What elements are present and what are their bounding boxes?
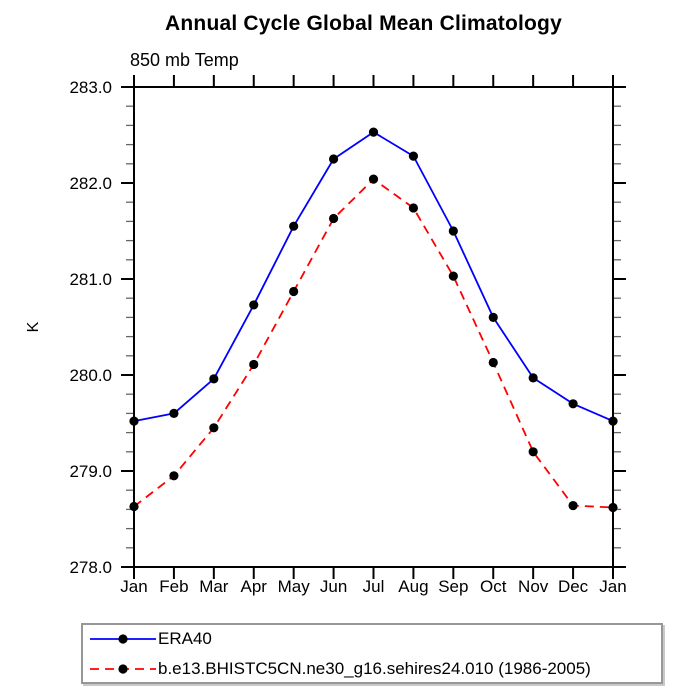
data-point xyxy=(209,374,219,384)
y-tick-label: 282.0 xyxy=(69,174,112,193)
x-tick-label: Apr xyxy=(241,577,268,596)
legend-marker-dot xyxy=(118,663,128,674)
data-point xyxy=(289,221,299,231)
data-point xyxy=(209,423,219,433)
data-point xyxy=(368,174,379,184)
data-point xyxy=(528,373,538,383)
legend-sample-solid-blue-line xyxy=(90,633,156,644)
data-point xyxy=(289,286,299,297)
data-point xyxy=(249,300,259,310)
legend-item-era40: ERA40 xyxy=(83,626,661,652)
y-tick-label: 283.0 xyxy=(69,78,112,97)
legend-sample-dashed-red-line xyxy=(90,663,156,674)
data-point xyxy=(129,501,139,512)
chart-title: Annual Cycle Global Mean Climatology xyxy=(165,12,562,35)
legend-label-model-run: b.e13.BHISTC5CN.ne30_g16.sehires24.010 (… xyxy=(158,658,591,678)
x-tick-label: Dec xyxy=(558,577,589,596)
y-tick-label: 281.0 xyxy=(69,270,112,289)
data-point xyxy=(568,500,578,511)
chart-subtitle: 850 mb Temp xyxy=(130,50,239,70)
x-tick-label: Jan xyxy=(599,577,626,596)
data-point xyxy=(448,271,458,281)
legend-label-era40: ERA40 xyxy=(158,628,212,648)
data-point xyxy=(408,203,419,213)
x-tick-label: Feb xyxy=(159,577,188,596)
data-point xyxy=(328,154,339,164)
series-line-1 xyxy=(133,178,614,509)
data-point xyxy=(608,416,618,426)
x-tick-label: Jan xyxy=(120,577,147,596)
data-point xyxy=(328,213,339,224)
legend-item-model-run: b.e13.BHISTC5CN.ne30_g16.sehires24.010 (… xyxy=(83,656,661,682)
data-point xyxy=(488,357,498,368)
y-tick-label: 280.0 xyxy=(69,366,112,385)
x-tick-label: Sep xyxy=(438,577,468,596)
data-point xyxy=(488,312,498,322)
data-point xyxy=(608,502,618,513)
x-tick-label: Nov xyxy=(518,577,549,596)
x-tick-label: May xyxy=(278,577,311,596)
y-tick-label: 278.0 xyxy=(69,558,112,577)
x-tick-label: Jun xyxy=(320,577,347,596)
plot-frame xyxy=(133,86,614,568)
x-tick-label: Mar xyxy=(199,577,229,596)
data-point xyxy=(169,471,179,481)
legend-marker-dot xyxy=(118,633,128,644)
data-point xyxy=(249,359,259,370)
data-point xyxy=(528,447,538,457)
x-tick-label: Aug xyxy=(398,577,428,596)
data-point xyxy=(169,408,179,418)
x-tick-label: Jul xyxy=(363,577,385,596)
y-tick-label: 279.0 xyxy=(69,462,112,481)
data-point xyxy=(368,127,379,137)
legend: ERA40 b.e13.BHISTC5CN.ne30_g16.sehires24… xyxy=(81,623,663,684)
data-point xyxy=(448,226,458,236)
x-tick-label: Oct xyxy=(480,577,507,596)
data-point xyxy=(129,416,139,426)
data-point xyxy=(568,399,578,409)
data-point xyxy=(408,151,419,161)
